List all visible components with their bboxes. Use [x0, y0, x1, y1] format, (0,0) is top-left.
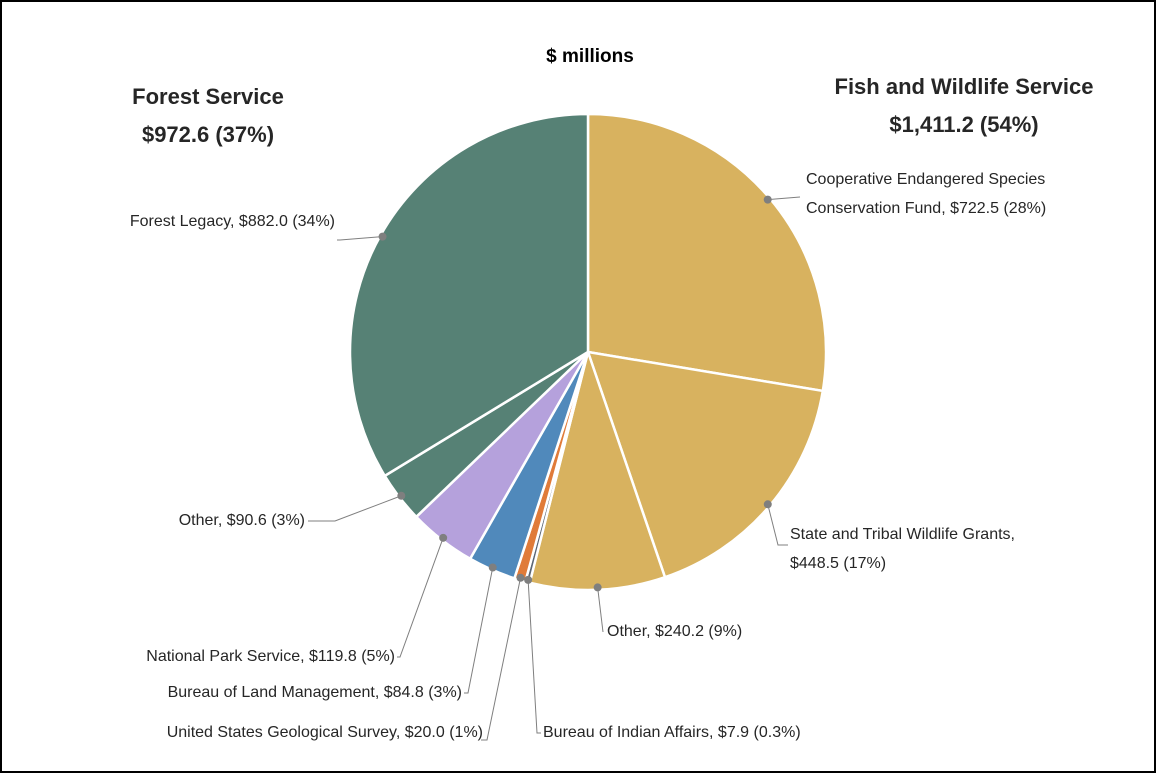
- data-label: State and Tribal Wildlife Grants,: [790, 526, 1015, 543]
- data-label: Cooperative Endangered Species: [806, 171, 1045, 188]
- leader-dot: [763, 500, 772, 509]
- leader-line: [767, 504, 788, 546]
- group-name: Fish and Wildlife Service: [835, 74, 1094, 99]
- leader-dot: [397, 491, 406, 500]
- group-value: $972.6 (37%): [142, 122, 274, 147]
- data-label: Other, $90.6 (3%): [179, 512, 305, 529]
- leader-dot: [524, 575, 533, 584]
- leader-dot: [763, 195, 772, 204]
- data-label: $448.5 (17%): [790, 555, 886, 572]
- leader-dot: [593, 583, 602, 592]
- leader-line: [597, 587, 604, 633]
- leader-line: [337, 236, 383, 241]
- leader-line: [397, 537, 444, 658]
- leader-line: [767, 196, 801, 201]
- leader-dot: [378, 232, 387, 241]
- leader-line: [464, 567, 494, 694]
- data-label: Other, $240.2 (9%): [607, 623, 742, 640]
- chart-title: $ millions: [546, 46, 634, 67]
- leader-line: [527, 579, 541, 734]
- leader-line: [481, 577, 522, 741]
- data-label: Bureau of Land Management, $84.8 (3%): [168, 684, 462, 701]
- data-label: Bureau of Indian Affairs, $7.9 (0.3%): [543, 724, 801, 741]
- data-label: United States Geological Survey, $20.0 (…: [167, 724, 483, 741]
- data-label: Conservation Fund, $722.5 (28%): [806, 200, 1046, 217]
- leader-dot: [488, 563, 497, 572]
- leader-dot: [439, 533, 448, 542]
- data-label: National Park Service, $119.8 (5%): [146, 648, 395, 665]
- leader-line: [308, 495, 402, 522]
- group-value: $1,411.2 (54%): [889, 112, 1038, 137]
- group-name: Forest Service: [132, 84, 284, 109]
- data-label: Forest Legacy, $882.0 (34%): [130, 213, 335, 230]
- leader-dot: [516, 573, 525, 582]
